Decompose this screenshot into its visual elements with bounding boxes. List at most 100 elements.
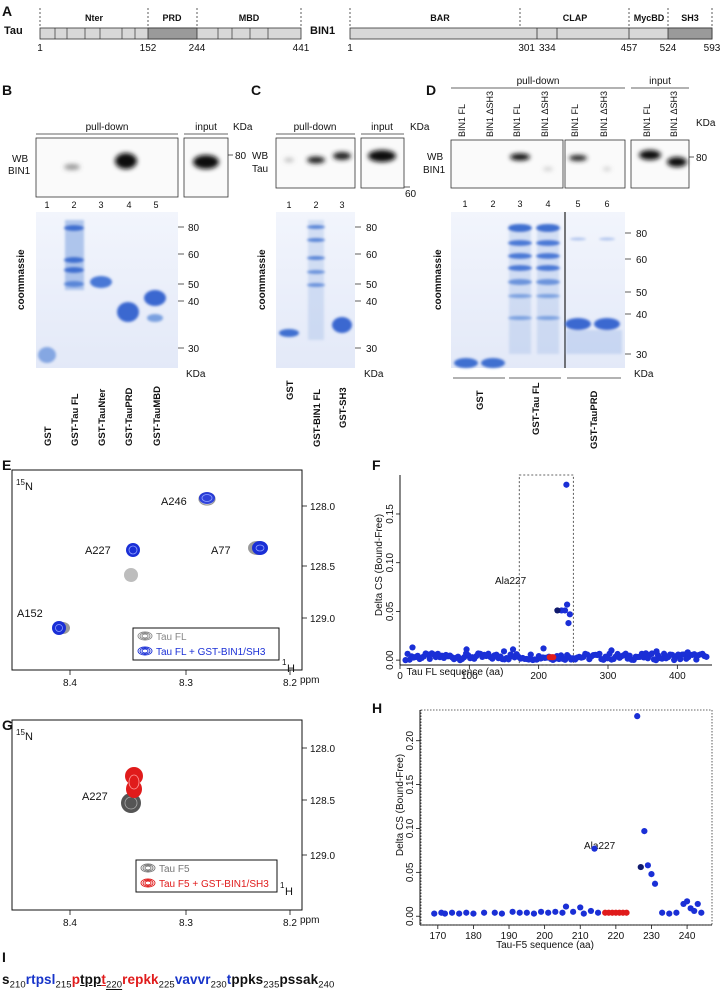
svg-text:GST: GST [285, 380, 296, 400]
wb-bands [284, 150, 396, 164]
data-point-blue [608, 647, 615, 654]
tau-tick: 152 [140, 43, 157, 54]
legend-free: Tau FL [156, 632, 187, 643]
lane-numbers: 1 2 3 [286, 200, 344, 210]
svg-text:2: 2 [313, 200, 318, 210]
gel-bands [454, 224, 622, 368]
y-tick-label: 0.20 [405, 731, 416, 751]
nucleus-n: N [25, 481, 33, 493]
legend-bound: Tau FL + GST-BIN1/SH3 [156, 647, 266, 658]
wb-bands [64, 153, 219, 170]
data-point-blue [540, 645, 547, 652]
nucleus-h: H [285, 886, 293, 898]
panel-label-c: C [251, 82, 261, 98]
x-tick-label: 190 [501, 931, 518, 942]
peak-label: A227 [85, 545, 111, 557]
nucleus-h: H [287, 663, 295, 675]
x-tick-label: 200 [530, 671, 547, 682]
data-point-blue [480, 909, 488, 916]
panel-label-d: D [426, 82, 436, 98]
marker-label: 50 [188, 280, 200, 291]
data-point [527, 651, 534, 658]
svg-text:4: 4 [545, 199, 550, 209]
svg-text:GST-SH3: GST-SH3 [338, 387, 349, 428]
svg-text:BIN1 ΔSH3: BIN1 ΔSH3 [669, 91, 679, 137]
residue-number: 225 [158, 979, 175, 991]
x-tick-label: 170 [429, 931, 446, 942]
nucleus-n-mass: 15 [16, 728, 25, 737]
wb-membrane-prd [564, 139, 626, 189]
marker-label: 80 [636, 229, 648, 240]
peak-a227 [121, 767, 143, 813]
data-point-blue [431, 910, 438, 917]
svg-text:3: 3 [339, 200, 344, 210]
peak-label: A77 [211, 545, 231, 557]
panel-label-g: G [2, 717, 13, 733]
data-point-blue [463, 909, 470, 916]
input-label: input [371, 122, 393, 133]
svg-text:1: 1 [286, 200, 291, 210]
panel-label-f: F [372, 457, 381, 473]
nucleus-n-mass: 15 [16, 478, 25, 487]
svg-text:BIN1 ΔSH3: BIN1 ΔSH3 [485, 91, 495, 137]
svg-text:GST-TauPRD: GST-TauPRD [589, 390, 600, 449]
stain-label: coommassie [257, 249, 268, 310]
data-point-blue [563, 601, 571, 608]
bin1-domain-bar: BAR [430, 13, 450, 23]
blot-d: pull-down input KDa BIN1 FL BIN1 ΔSH3 BI… [423, 76, 716, 449]
y-tick: 128.0 [310, 744, 335, 755]
plot-frame [420, 709, 713, 926]
svg-text:BIN1 FL: BIN1 FL [570, 104, 580, 137]
data-point-blue [648, 871, 655, 878]
marker-label: 40 [188, 297, 200, 308]
marker-label: 40 [366, 297, 378, 308]
x-tick: 8.4 [63, 678, 77, 689]
annotation: Ala227 [584, 841, 616, 852]
svg-text:3: 3 [517, 199, 522, 209]
marker-ticks [625, 232, 631, 355]
nucleus-h-mass: 1 [282, 658, 287, 667]
sequence-segment: rep [122, 972, 144, 987]
sequence-segment: s [2, 972, 10, 987]
y-tick: 128.5 [310, 796, 335, 807]
svg-text:BIN1 FL: BIN1 FL [642, 104, 652, 137]
data-point-blue [516, 909, 523, 916]
residue-number: 215 [55, 979, 72, 991]
chart-f: Tau FL sequence (aa) Delta CS (Bound-Fre… [374, 474, 712, 682]
x-tick: 8.3 [179, 918, 193, 929]
data-point-blue [683, 898, 691, 905]
marker-label: 50 [636, 288, 648, 299]
sequence-segment: kk [143, 972, 159, 987]
data-point-blue [552, 908, 559, 915]
kda-label: KDa [696, 118, 716, 129]
wb-target: BIN1 [423, 165, 446, 176]
marker-label: 40 [636, 310, 648, 321]
kda-bottom: KDa [634, 369, 654, 380]
data-point-blue [463, 646, 470, 653]
x-tick-label: 100 [461, 671, 478, 682]
tau-repeat-dividers [54, 28, 269, 39]
peak-a246 [198, 492, 216, 506]
marker-ticks [355, 226, 361, 349]
nucleus-n: N [25, 731, 33, 743]
panel-label-b: B [2, 82, 12, 98]
data-point-blue [641, 828, 648, 835]
peak-label: A246 [161, 496, 187, 508]
gel-bands [38, 220, 166, 363]
y-tick-label: 0.15 [385, 504, 396, 524]
data-point-dark [637, 863, 644, 871]
data-point [648, 650, 656, 657]
bin1-domain-clap: CLAP [563, 13, 588, 23]
x-tick-label: 210 [572, 931, 589, 942]
stain-label: coommassie [433, 249, 444, 310]
marker-80: 80 [696, 153, 708, 164]
blot-b: pull-down input KDa WB BIN1 80 1 2 3 4 5… [8, 122, 253, 446]
wb-target: Tau [252, 164, 268, 175]
data-point-blue [456, 910, 463, 917]
x-tick: 8.4 [63, 918, 77, 929]
sequence-segment: t [101, 972, 106, 987]
y-tick: 129.0 [310, 614, 335, 625]
data-point [703, 653, 710, 660]
data-point-blue [470, 910, 477, 917]
tau-tick: 441 [293, 43, 310, 54]
